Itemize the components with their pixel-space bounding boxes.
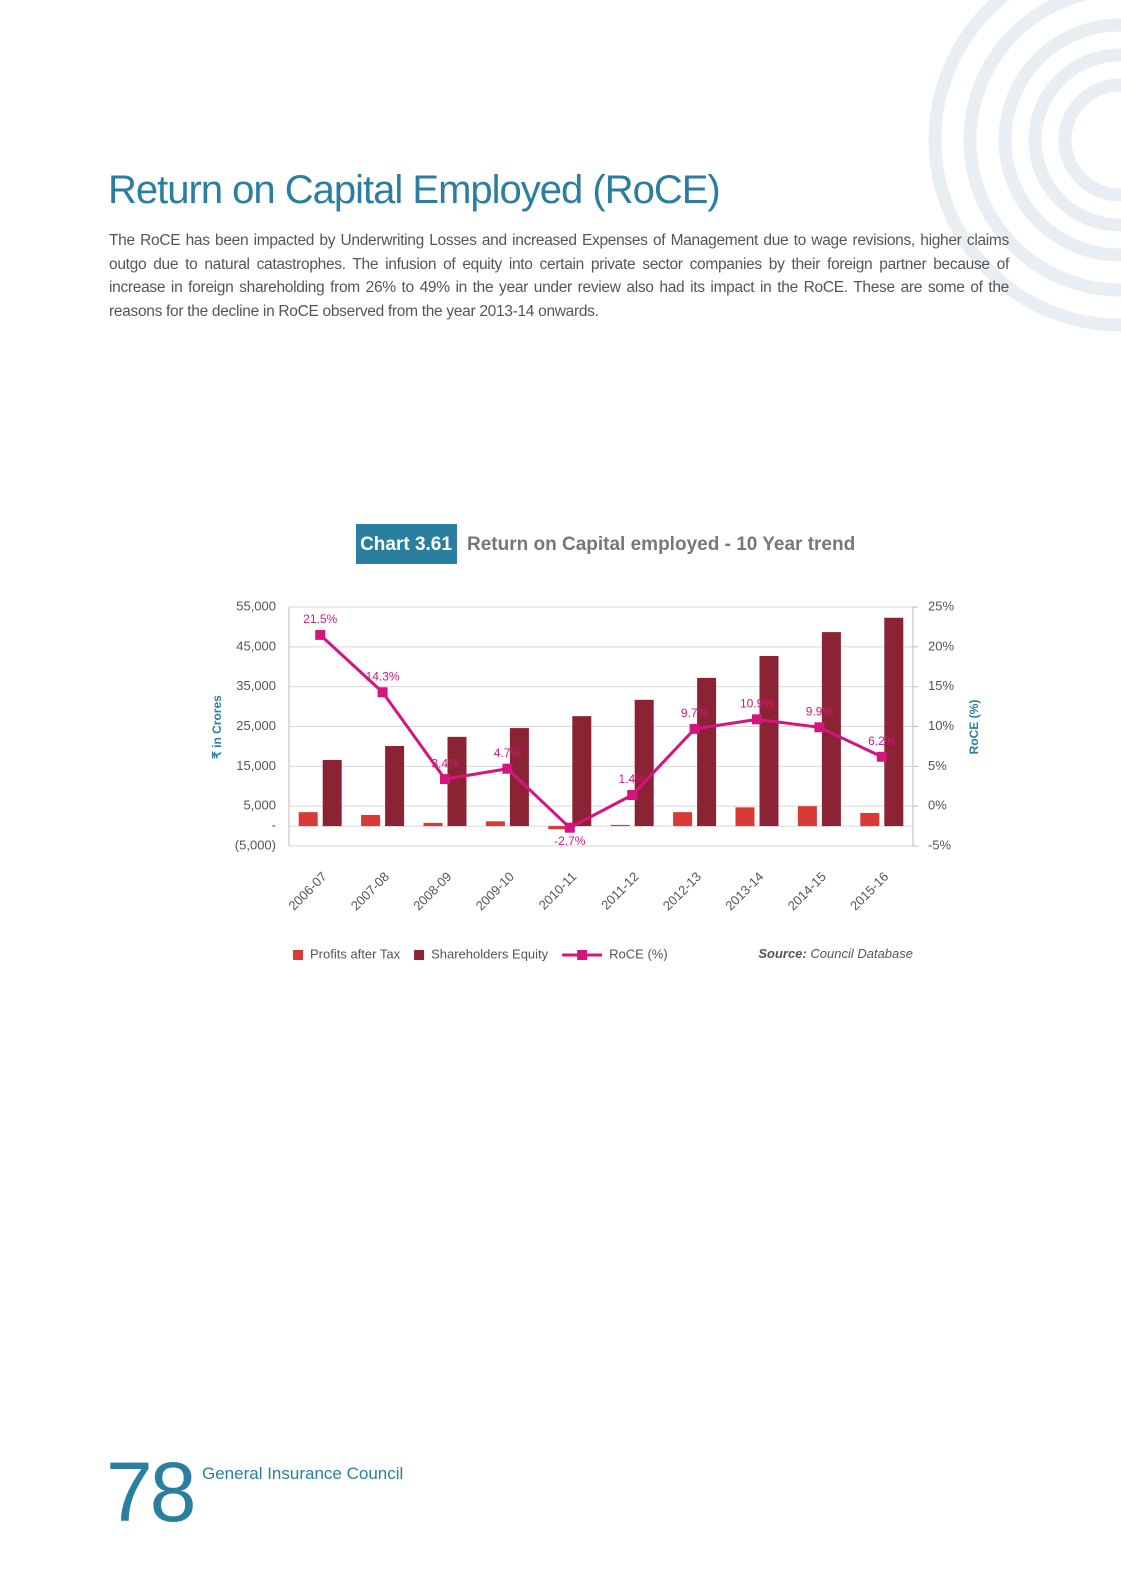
line-marker [564, 822, 575, 833]
x-tick-label: 2014-15 [785, 869, 829, 913]
x-tick-label: 2011-12 [598, 869, 642, 913]
bar [821, 632, 841, 827]
data-label: 1.4% [619, 772, 647, 786]
source-text: Council Database [810, 946, 913, 961]
source: Source: Council Database [758, 946, 913, 961]
chart: Chart 3.61 Return on Capital employed - … [210, 0, 1121, 961]
y-tick-label: 35,000 [236, 678, 276, 693]
x-tick-label: 2009-10 [473, 869, 517, 913]
data-label: 6.2% [868, 734, 896, 748]
bar [298, 812, 318, 827]
y2-axis-label: RoCE (%) [967, 700, 981, 755]
x-tick-label: 2008-09 [410, 869, 454, 913]
line-marker [814, 722, 825, 733]
bar [485, 821, 505, 827]
y-tick-label: 5,000 [243, 798, 276, 813]
y2-tick-label: 0% [928, 798, 947, 813]
legend-label: RoCE (%) [609, 946, 668, 961]
legend-label: Shareholders Equity [431, 946, 549, 961]
y-tick-label: 15,000 [236, 758, 276, 773]
line-marker [377, 687, 388, 698]
bar [548, 826, 568, 830]
data-label: 14.3% [366, 669, 400, 683]
x-tick-label: 2013-14 [722, 869, 766, 913]
bar [697, 677, 717, 827]
x-tick-label: 2010-11 [536, 869, 580, 913]
data-label: -2.7% [554, 834, 586, 848]
line-marker [502, 763, 513, 774]
bar [423, 822, 443, 827]
x-tick-label: 2007-08 [348, 869, 392, 913]
data-label: 21.5% [303, 612, 337, 626]
bar [322, 759, 342, 827]
publisher: General Insurance Council [202, 1464, 404, 1483]
y-tick-label: 45,000 [236, 638, 276, 653]
y-axis-label: ₹ in Crores [210, 695, 224, 759]
x-tick-label: 2006-07 [285, 869, 329, 913]
y2-tick-label: -5% [928, 837, 952, 852]
y2-tick-label: 25% [928, 598, 954, 613]
y2-tick-label: 5% [928, 758, 947, 773]
y2-tick-label: 20% [928, 638, 954, 653]
line-marker [440, 774, 450, 785]
chart-label-box [356, 524, 457, 564]
bar [797, 806, 817, 827]
data-label: 9.9% [806, 704, 834, 718]
y-tick-label: 55,000 [236, 598, 276, 613]
y2-tick-label: 10% [928, 718, 954, 733]
bar [735, 807, 755, 827]
page-number: 78 [106, 1445, 196, 1539]
legend-swatch [293, 950, 303, 960]
legend-label: Profits after Tax [310, 946, 401, 961]
bar [860, 812, 880, 827]
y-tick-label: (5,000) [235, 837, 276, 852]
legend-swatch [577, 950, 588, 960]
line [319, 633, 883, 830]
data-label: 4.7% [494, 746, 522, 760]
decoration [928, 0, 1121, 332]
source-label: Source: [758, 946, 806, 961]
line-marker [689, 723, 700, 734]
bar [361, 814, 381, 827]
bar [447, 736, 467, 827]
legend-swatch [414, 950, 425, 960]
bar [884, 617, 904, 827]
chart-label: Chart 3.61 [360, 534, 452, 555]
bar [572, 716, 592, 827]
line-marker [315, 629, 326, 640]
bar [673, 812, 693, 827]
data-label: 10.9% [740, 697, 774, 711]
line-marker [876, 751, 887, 762]
line-marker [752, 714, 762, 725]
bar [385, 746, 405, 827]
paragraph: The RoCE has been impacted by Underwriti… [109, 232, 1009, 320]
bar [759, 655, 779, 827]
x-tick-label: 2012-13 [660, 869, 704, 913]
y-tick-label: - [272, 818, 276, 833]
line-marker [627, 790, 638, 801]
y-tick-label: 25,000 [236, 718, 276, 733]
bar [509, 728, 529, 827]
data-label: 9.7% [681, 706, 709, 720]
y2-tick-label: 15% [928, 678, 954, 693]
chart-title: Return on Capital employed - 10 Year tre… [467, 534, 855, 555]
data-label: 3.4% [431, 756, 459, 770]
x-tick-label: 2015-16 [847, 869, 891, 913]
bar [610, 824, 630, 827]
bar [634, 699, 654, 827]
heading: Return on Capital Employed (RoCE) [108, 168, 721, 212]
